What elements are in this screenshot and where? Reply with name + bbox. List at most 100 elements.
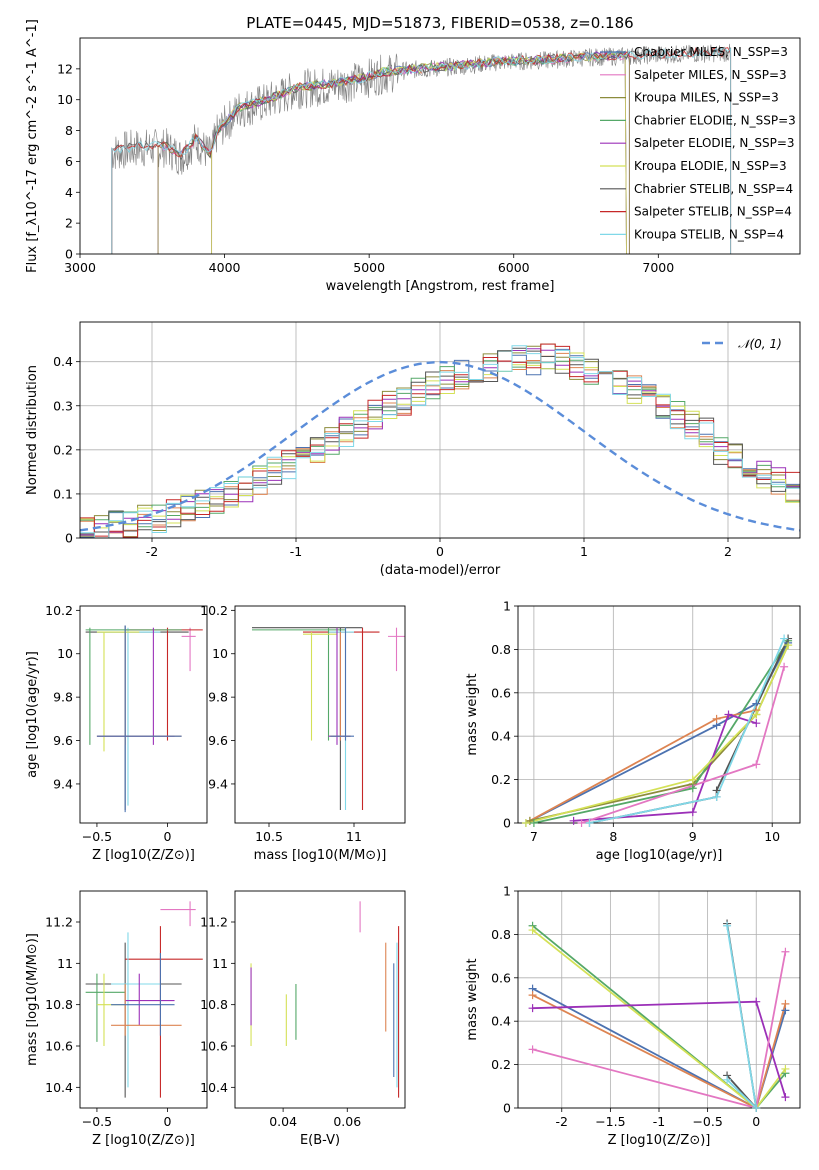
series-line-model bbox=[157, 50, 630, 254]
y-tick-label: 10.6 bbox=[200, 1039, 228, 1054]
panel-residuals: -2 -1 0 1 2 0 0.1 0.2 0.3 0.4 (data-model)/error No… bbox=[25, 321, 801, 578]
y-tick-label: 0.4 bbox=[491, 1014, 511, 1029]
panel-massweight_vs_age: 7 8 9 10 0 0.2 0.4 0.6 0.8 1 age [log10(age/yr)] ma… bbox=[465, 599, 801, 863]
y-tick-label: 0 bbox=[65, 247, 73, 262]
x-tick-label: −0.5 bbox=[82, 829, 112, 844]
axes-frame bbox=[79, 37, 801, 255]
plot-area bbox=[525, 638, 789, 823]
x-tick-label: 7000 bbox=[642, 260, 674, 275]
y-tick-label: 0.8 bbox=[491, 642, 511, 657]
y-axis-label: mass weight bbox=[465, 673, 480, 755]
y-tick-label: 0 bbox=[65, 531, 73, 546]
series-line bbox=[525, 644, 789, 823]
y-tick-label: 0.4 bbox=[53, 354, 73, 369]
y-tick-label: 10.4 bbox=[200, 1080, 228, 1095]
y-tick-label: 2 bbox=[65, 216, 73, 231]
y-tick-label: 0.2 bbox=[53, 442, 73, 457]
data-point-marker bbox=[521, 819, 530, 827]
y-tick-label: 0.3 bbox=[53, 398, 73, 413]
axes-frame bbox=[79, 890, 208, 1109]
data-point-marker bbox=[569, 816, 578, 825]
legend-entry: Kroupa MILES, N_SSP=3 bbox=[634, 91, 779, 105]
data-point-marker bbox=[528, 991, 537, 1000]
y-tick-label: 12 bbox=[57, 61, 73, 76]
plot-area bbox=[252, 627, 405, 810]
x-tick-label: -2 bbox=[146, 544, 158, 559]
y-tick-label: 9.4 bbox=[208, 776, 228, 791]
legend-entry: Kroupa STELIB, N_SSP=4 bbox=[634, 227, 784, 241]
x-tick-label: 0 bbox=[752, 1114, 760, 1129]
panel-mass_vs_EBV: 0.04 0.06 10.4 10.6 10.8 11 11.2 E(B-V) bbox=[200, 890, 406, 1148]
series-line-model bbox=[111, 47, 732, 254]
y-tick-label: 4 bbox=[65, 185, 73, 200]
y-axis-label: Normed distribution bbox=[25, 365, 40, 495]
x-tick-label: 11 bbox=[346, 829, 362, 844]
series-line bbox=[589, 638, 785, 823]
x-tick-label: 10 bbox=[764, 829, 780, 844]
y-tick-label: 9.4 bbox=[53, 776, 73, 791]
y-tick-label: 9.6 bbox=[208, 733, 228, 748]
series-line-model bbox=[211, 51, 627, 254]
series-line bbox=[532, 987, 787, 1108]
data-point-marker bbox=[528, 926, 537, 935]
y-tick-label: 0 bbox=[503, 1101, 511, 1116]
legend-entry: Salpeter ELODIE, N_SSP=3 bbox=[634, 136, 795, 150]
y-tick-label: 10 bbox=[57, 646, 73, 661]
data-point-marker bbox=[688, 808, 697, 817]
series-line bbox=[726, 925, 758, 1108]
series-line-model bbox=[211, 50, 627, 254]
x-tick-label: 10.5 bbox=[255, 829, 283, 844]
plot-area bbox=[250, 901, 400, 1098]
x-tick-label: 2 bbox=[724, 544, 732, 559]
series-line bbox=[573, 713, 757, 822]
data-point-marker bbox=[781, 1093, 790, 1102]
axes-frame bbox=[517, 605, 801, 824]
x-tick-label: 0.06 bbox=[333, 1114, 361, 1129]
y-tick-label: 10.2 bbox=[45, 603, 73, 618]
y-tick-label: 10.6 bbox=[45, 1039, 73, 1054]
series-line bbox=[532, 929, 787, 1108]
data-point-marker bbox=[723, 921, 732, 930]
x-axis-label: mass [log10(M/M⊙)] bbox=[254, 848, 387, 863]
x-tick-label: -1 bbox=[653, 1114, 665, 1129]
panel-age_vs_mass: 10.5 11 9.4 9.6 9.8 10 10.2 mass [log10(M/M⊙)] bbox=[200, 603, 406, 863]
data-point-marker bbox=[752, 710, 761, 719]
figure-title: PLATE=0445, MJD=51873, FIBERID=0538, z=0… bbox=[246, 14, 633, 32]
data-point-marker bbox=[723, 1075, 732, 1084]
y-tick-label: 0 bbox=[503, 816, 511, 831]
x-tick-label: 0 bbox=[436, 544, 444, 559]
y-tick-label: 0.1 bbox=[53, 486, 73, 501]
x-tick-label: 8 bbox=[609, 829, 617, 844]
legend-entry: Chabrier MILES, N_SSP=3 bbox=[634, 45, 788, 59]
y-tick-label: 9.8 bbox=[53, 690, 73, 705]
y-tick-label: 8 bbox=[65, 123, 73, 138]
legend-entry: 𝒩(0, 1) bbox=[738, 337, 782, 351]
plot-area bbox=[85, 625, 203, 813]
data-point-marker bbox=[528, 1004, 537, 1013]
axes-frame bbox=[79, 605, 208, 824]
y-tick-label: 11.2 bbox=[200, 915, 228, 930]
x-tick-label: 1 bbox=[580, 544, 588, 559]
series-line bbox=[589, 638, 789, 823]
data-point-marker bbox=[688, 775, 697, 784]
x-tick-label: -2 bbox=[556, 1114, 568, 1129]
legend-entry: Salpeter MILES, N_SSP=3 bbox=[634, 68, 787, 82]
data-point-marker bbox=[585, 819, 594, 827]
y-tick-label: 10 bbox=[57, 92, 73, 107]
y-tick-label: 10 bbox=[212, 646, 228, 661]
gaussian-curve bbox=[80, 360, 800, 532]
x-axis-label: (data-model)/error bbox=[380, 563, 501, 578]
series-line-model bbox=[157, 51, 630, 254]
axes-frame bbox=[234, 890, 406, 1109]
y-axis-label: mass weight bbox=[465, 958, 480, 1040]
y-tick-label: 0.8 bbox=[491, 927, 511, 942]
series-line-model bbox=[111, 46, 732, 254]
data-point-marker bbox=[712, 792, 721, 801]
y-tick-label: 1 bbox=[503, 599, 511, 614]
x-tick-label: 3000 bbox=[64, 260, 96, 275]
data-point-marker bbox=[688, 784, 697, 793]
legend-entry: Chabrier STELIB, N_SSP=4 bbox=[634, 182, 793, 196]
x-tick-label: -1 bbox=[290, 544, 302, 559]
y-tick-label: 0.6 bbox=[491, 970, 511, 985]
